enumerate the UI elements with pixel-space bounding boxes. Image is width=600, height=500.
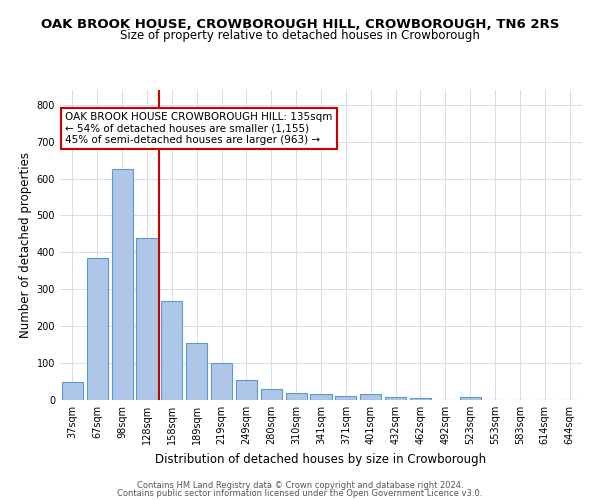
Bar: [161, 301, 182, 400]
Bar: [310, 394, 332, 400]
Bar: [360, 394, 381, 400]
X-axis label: Distribution of detached houses by size in Crowborough: Distribution of detached houses by size …: [155, 452, 487, 466]
Text: OAK BROOK HOUSE CROWBOROUGH HILL: 135sqm
← 54% of detached houses are smaller (1: OAK BROOK HOUSE CROWBOROUGH HILL: 135sqm…: [65, 112, 332, 145]
Bar: [335, 396, 356, 400]
Text: Contains public sector information licensed under the Open Government Licence v3: Contains public sector information licen…: [118, 489, 482, 498]
Bar: [460, 397, 481, 400]
Text: OAK BROOK HOUSE, CROWBOROUGH HILL, CROWBOROUGH, TN6 2RS: OAK BROOK HOUSE, CROWBOROUGH HILL, CROWB…: [41, 18, 559, 30]
Text: Contains HM Land Registry data © Crown copyright and database right 2024.: Contains HM Land Registry data © Crown c…: [137, 481, 463, 490]
Bar: [186, 343, 207, 400]
Bar: [136, 238, 158, 400]
Y-axis label: Number of detached properties: Number of detached properties: [19, 152, 32, 338]
Bar: [211, 363, 232, 400]
Bar: [87, 258, 108, 400]
Bar: [112, 170, 133, 400]
Bar: [62, 382, 83, 400]
Text: Size of property relative to detached houses in Crowborough: Size of property relative to detached ho…: [120, 29, 480, 42]
Bar: [410, 398, 431, 400]
Bar: [261, 389, 282, 400]
Bar: [236, 380, 257, 400]
Bar: [286, 394, 307, 400]
Bar: [385, 397, 406, 400]
